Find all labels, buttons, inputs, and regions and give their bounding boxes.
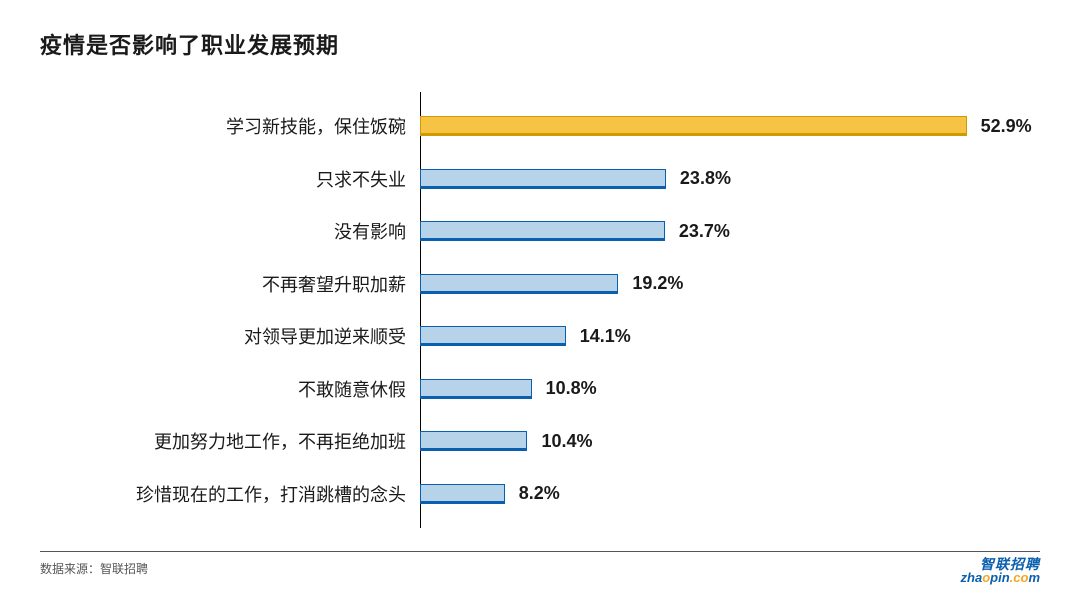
bar — [420, 431, 527, 451]
bar — [420, 169, 666, 189]
logo-cn: 智联招聘 — [961, 557, 1040, 571]
chart-row: 只求不失业 23.8% — [40, 153, 1040, 206]
y-axis-line — [420, 92, 421, 528]
category-label: 珍惜现在的工作，打消跳槽的念头 — [40, 481, 420, 507]
category-label: 不再奢望升职加薪 — [40, 271, 420, 297]
bar-wrap: 23.7% — [420, 221, 1040, 242]
category-label: 对领导更加逆来顺受 — [40, 323, 420, 349]
chart-row: 珍惜现在的工作，打消跳槽的念头 8.2% — [40, 468, 1040, 521]
value-label: 14.1% — [580, 326, 631, 347]
bar-wrap: 52.9% — [420, 116, 1040, 137]
chart-row: 不再奢望升职加薪 19.2% — [40, 258, 1040, 311]
value-label: 52.9% — [981, 116, 1032, 137]
value-label: 19.2% — [632, 273, 683, 294]
value-label: 10.8% — [546, 378, 597, 399]
zhaopin-logo: 智联招聘 zhaopin.com — [961, 557, 1040, 584]
footer: 数据来源：智联招聘 智联招聘 zhaopin.com — [40, 551, 1040, 577]
value-label: 23.7% — [679, 221, 730, 242]
page-title: 疫情是否影响了职业发展预期 — [40, 28, 1040, 60]
bar — [420, 116, 967, 136]
chart-row: 更加努力地工作，不再拒绝加班 10.4% — [40, 415, 1040, 468]
bar-wrap: 8.2% — [420, 483, 1040, 504]
category-label: 不敢随意休假 — [40, 376, 420, 402]
bar-wrap: 14.1% — [420, 326, 1040, 347]
chart-row: 学习新技能，保住饭碗 52.9% — [40, 100, 1040, 153]
bar-wrap: 10.8% — [420, 378, 1040, 399]
value-label: 10.4% — [541, 431, 592, 452]
page: 疫情是否影响了职业发展预期 学习新技能，保住饭碗 52.9% 只求不失业 23.8% 没… — [0, 0, 1080, 607]
bar — [420, 484, 505, 504]
category-label: 没有影响 — [40, 218, 420, 244]
bar — [420, 326, 566, 346]
value-label: 23.8% — [680, 168, 731, 189]
value-label: 8.2% — [519, 483, 560, 504]
bar-wrap: 10.4% — [420, 431, 1040, 452]
chart-row: 不敢随意休假 10.8% — [40, 363, 1040, 416]
category-label: 更加努力地工作，不再拒绝加班 — [40, 428, 420, 454]
bar — [420, 274, 618, 294]
bar-wrap: 19.2% — [420, 273, 1040, 294]
bar — [420, 221, 665, 241]
category-label: 只求不失业 — [40, 166, 420, 192]
bar — [420, 379, 532, 399]
footer-divider — [40, 551, 1040, 552]
bar-wrap: 23.8% — [420, 168, 1040, 189]
logo-en: zhaopin.com — [961, 571, 1040, 584]
data-source: 数据来源：智联招聘 — [40, 560, 1040, 577]
bar-chart: 学习新技能，保住饭碗 52.9% 只求不失业 23.8% 没有影响 23.7% 不再奢望升职… — [40, 100, 1040, 520]
category-label: 学习新技能，保住饭碗 — [40, 113, 420, 139]
chart-row: 对领导更加逆来顺受 14.1% — [40, 310, 1040, 363]
chart-row: 没有影响 23.7% — [40, 205, 1040, 258]
